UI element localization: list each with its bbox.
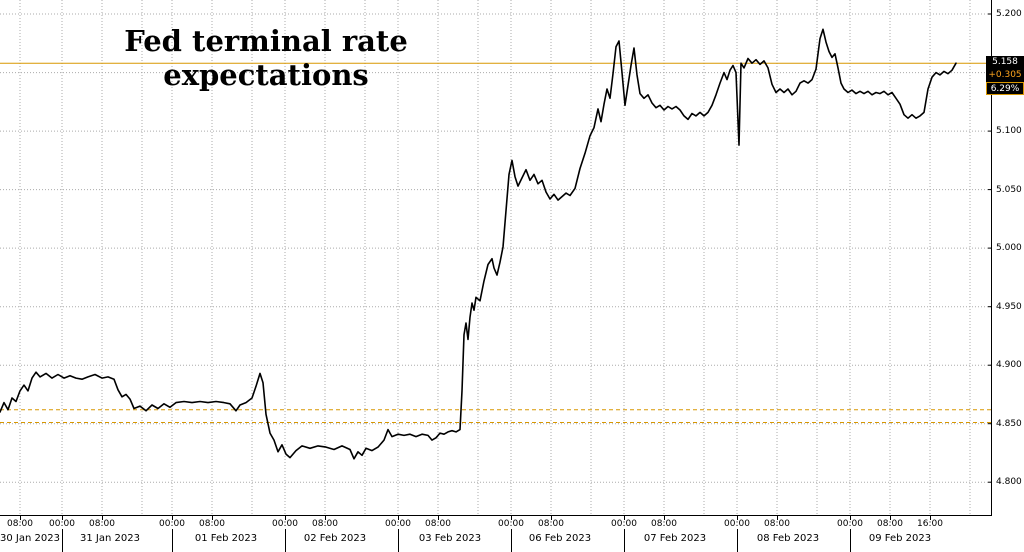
day-separator — [737, 529, 738, 552]
day-separator — [172, 529, 173, 552]
x-tick-label: 00:00 — [498, 519, 524, 529]
x-tick-label: 08:00 — [538, 519, 564, 529]
y-axis-label: 5.000 — [996, 243, 1022, 254]
x-date-label: 03 Feb 2023 — [418, 533, 482, 544]
x-tick — [890, 516, 891, 520]
x-date-label: 08 Feb 2023 — [756, 533, 820, 544]
x-tick — [777, 516, 778, 520]
day-separator — [850, 529, 851, 552]
chart-title: Fed terminal rate expectations — [108, 24, 424, 92]
x-tick — [102, 516, 103, 520]
x-tick — [624, 516, 625, 520]
x-tick-label: 16:00 — [917, 519, 943, 529]
net-change-label: +0.305 — [986, 69, 1024, 83]
x-tick-label: 08:00 — [764, 519, 790, 529]
y-axis-label: 5.050 — [996, 184, 1022, 195]
x-tick — [551, 516, 552, 520]
x-tick-label: 08:00 — [425, 519, 451, 529]
x-tick — [511, 516, 512, 520]
x-tick-label: 08:00 — [651, 519, 677, 529]
x-tick — [285, 516, 286, 520]
chart-title-line1: Fed terminal rate — [124, 24, 408, 58]
day-separator — [624, 529, 625, 552]
x-tick — [62, 516, 63, 520]
x-tick-label: 00:00 — [724, 519, 750, 529]
x-tick-label: 00:00 — [272, 519, 298, 529]
x-tick-label: 00:00 — [49, 519, 75, 529]
x-tick-label: 00:00 — [611, 519, 637, 529]
day-separator — [511, 529, 512, 552]
percent-change-label: 6.29% — [986, 82, 1024, 96]
y-axis: 5.200 5.100 5.050 5.000 4.950 4.900 4.850 4.800 — [992, 0, 1024, 515]
chart-title-line2: expectations — [163, 58, 369, 93]
price-line — [0, 28, 957, 460]
y-axis-label: 5.100 — [996, 126, 1022, 137]
x-tick-label: 08:00 — [877, 519, 903, 529]
x-tick — [398, 516, 399, 520]
x-tick — [325, 516, 326, 520]
last-value-badge: 5.158 +0.305 6.29% — [986, 56, 1024, 96]
x-tick — [850, 516, 851, 520]
x-tick — [172, 516, 173, 520]
x-tick-label: 08:00 — [199, 519, 225, 529]
x-date-label: 01 Feb 2023 — [194, 533, 258, 544]
x-tick-label: 00:00 — [385, 519, 411, 529]
x-date-label: 02 Feb 2023 — [303, 533, 367, 544]
x-axis: 08:00 00:00 08:00 00:00 08:00 00:00 08:00 00:00… — [0, 515, 992, 552]
y-axis-label: 4.950 — [996, 301, 1022, 312]
x-tick — [438, 516, 439, 520]
day-separator — [62, 529, 63, 552]
x-tick-label: 08:00 — [7, 519, 33, 529]
x-tick — [664, 516, 665, 520]
x-tick — [20, 516, 21, 520]
x-tick-label: 08:00 — [312, 519, 338, 529]
y-axis-label: 4.900 — [996, 360, 1022, 371]
day-separator — [398, 529, 399, 552]
x-date-label: 30 Jan 2023 — [0, 533, 60, 544]
day-separator — [285, 529, 286, 552]
x-tick-label: 00:00 — [159, 519, 185, 529]
x-tick — [737, 516, 738, 520]
x-date-label: 07 Feb 2023 — [643, 533, 707, 544]
x-tick-label: 00:00 — [837, 519, 863, 529]
x-tick — [930, 516, 931, 520]
last-price-label: 5.158 — [986, 56, 1024, 70]
x-date-label: 06 Feb 2023 — [528, 533, 592, 544]
y-axis-label: 5.200 — [996, 9, 1022, 20]
x-date-label: 31 Jan 2023 — [80, 533, 140, 544]
x-date-label: 09 Feb 2023 — [868, 533, 932, 544]
x-tick — [212, 516, 213, 520]
y-axis-label: 4.850 — [996, 418, 1022, 429]
y-axis-label: 4.800 — [996, 477, 1022, 488]
x-tick-label: 08:00 — [89, 519, 115, 529]
